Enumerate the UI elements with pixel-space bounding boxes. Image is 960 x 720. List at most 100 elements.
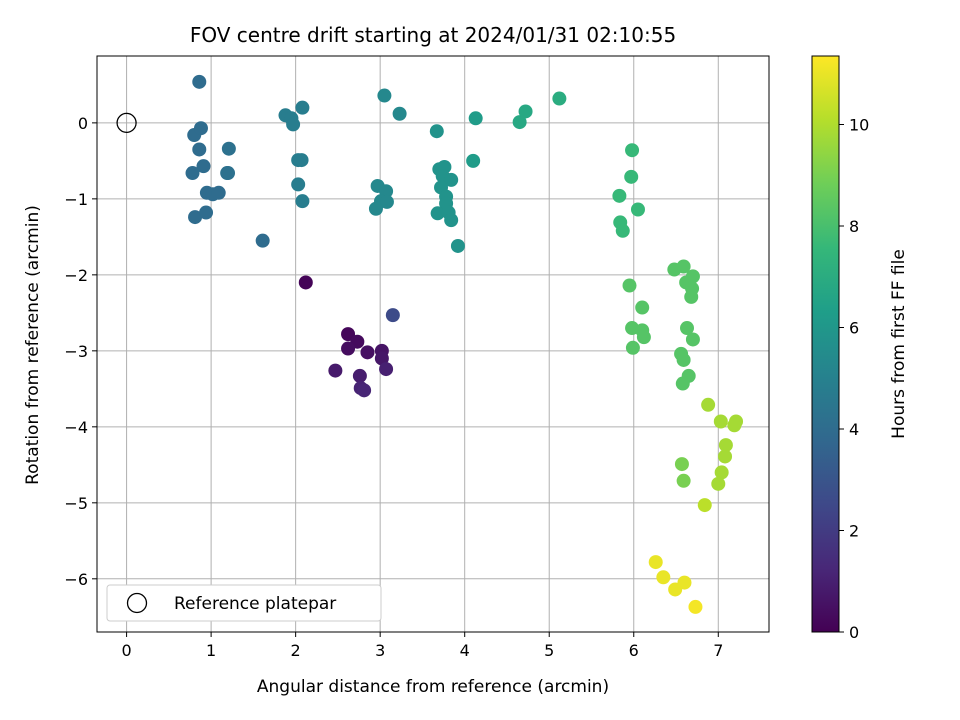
data-point xyxy=(625,143,640,158)
x-tick-label: 1 xyxy=(206,641,216,660)
data-point xyxy=(444,213,459,228)
data-point xyxy=(676,259,691,274)
data-point xyxy=(727,418,742,433)
colorbar-tick-label: 4 xyxy=(849,420,859,439)
data-point xyxy=(635,300,650,315)
data-point xyxy=(193,121,208,136)
data-point xyxy=(630,202,645,217)
data-point xyxy=(192,142,207,157)
data-point xyxy=(718,438,733,453)
y-tick-label: −5 xyxy=(64,494,88,513)
data-point xyxy=(676,473,691,488)
colorbar-tick-label: 2 xyxy=(849,522,859,541)
y-tick-label: 0 xyxy=(78,114,88,133)
chart-title: FOV centre drift starting at 2024/01/31 … xyxy=(190,23,676,47)
plot-frame xyxy=(96,55,770,633)
data-point xyxy=(711,476,726,491)
data-point xyxy=(701,397,716,412)
grid xyxy=(97,56,769,632)
x-tick-label: 0 xyxy=(121,641,131,660)
data-point xyxy=(185,166,200,181)
data-point xyxy=(444,172,459,187)
data-point xyxy=(612,188,627,203)
data-point xyxy=(379,194,394,209)
data-point xyxy=(648,555,663,570)
y-axis-label: Rotation from reference (arcmin) xyxy=(23,205,43,485)
data-point xyxy=(688,599,703,614)
colorbar-label: Hours from first FF file xyxy=(889,249,909,439)
data-point xyxy=(199,205,214,220)
data-point xyxy=(298,275,313,290)
axis-ticks: 0 1 2 3 4 5 6 7 0 −1 −2 −3 −4 −5 −6 xyxy=(64,114,723,660)
data-point xyxy=(450,238,465,253)
data-point xyxy=(713,414,728,429)
data-point xyxy=(211,185,226,200)
data-point xyxy=(512,115,527,130)
y-tick-label: −3 xyxy=(64,342,88,361)
data-point xyxy=(294,153,309,168)
x-tick-label: 7 xyxy=(713,641,723,660)
data-point xyxy=(385,308,400,323)
data-point xyxy=(360,345,375,360)
data-point xyxy=(392,106,407,121)
data-point xyxy=(341,341,356,356)
legend-box xyxy=(106,584,382,622)
x-tick-label: 2 xyxy=(291,641,301,660)
data-point xyxy=(714,465,729,480)
data-point xyxy=(429,124,444,139)
scatter-points xyxy=(116,74,744,614)
data-point xyxy=(286,117,301,132)
x-tick-label: 5 xyxy=(544,641,554,660)
data-point xyxy=(368,201,383,216)
data-point xyxy=(676,352,691,367)
data-point xyxy=(352,368,367,383)
colorbar-tick-label: 6 xyxy=(849,319,859,338)
data-point xyxy=(677,575,692,590)
data-point xyxy=(430,206,445,221)
data-point xyxy=(221,166,236,181)
y-tick-label: −6 xyxy=(64,570,88,589)
y-tick-label: −1 xyxy=(64,190,88,209)
data-point xyxy=(656,570,671,585)
legend-label-reference: Reference platepar xyxy=(174,594,336,614)
data-point xyxy=(675,376,690,391)
data-point xyxy=(379,362,394,377)
colorbar xyxy=(811,55,840,633)
data-point xyxy=(680,321,695,336)
data-point xyxy=(295,100,310,115)
data-point xyxy=(328,363,343,378)
data-point xyxy=(718,449,733,464)
data-point xyxy=(624,169,639,184)
data-point xyxy=(374,351,389,366)
data-point xyxy=(518,104,533,119)
x-tick-label: 3 xyxy=(375,641,385,660)
x-tick-label: 6 xyxy=(629,641,639,660)
data-point xyxy=(697,498,712,513)
data-point xyxy=(357,383,372,398)
data-point xyxy=(341,327,356,342)
data-point xyxy=(377,88,392,103)
data-point xyxy=(636,330,651,345)
data-point xyxy=(468,111,483,126)
data-point xyxy=(552,91,567,106)
data-point xyxy=(684,289,699,304)
data-point xyxy=(674,457,689,472)
data-point xyxy=(221,141,236,156)
data-point xyxy=(622,278,637,293)
data-point xyxy=(196,159,211,174)
x-tick-label: 4 xyxy=(460,641,470,660)
colorbar-ticks: 0 2 4 6 8 10 xyxy=(839,116,869,642)
reference-point-marker xyxy=(116,112,137,134)
colorbar-tick-label: 0 xyxy=(849,623,859,642)
data-point xyxy=(192,74,207,89)
colorbar-tick-label: 10 xyxy=(849,116,869,135)
data-point xyxy=(466,153,481,168)
data-point xyxy=(615,223,630,238)
x-axis-label: Angular distance from reference (arcmin) xyxy=(257,677,609,697)
legend-marker-reference xyxy=(126,592,148,614)
y-tick-label: −4 xyxy=(64,418,88,437)
y-tick-label: −2 xyxy=(64,266,88,285)
colorbar-tick-label: 8 xyxy=(849,217,859,236)
data-point xyxy=(255,233,270,248)
